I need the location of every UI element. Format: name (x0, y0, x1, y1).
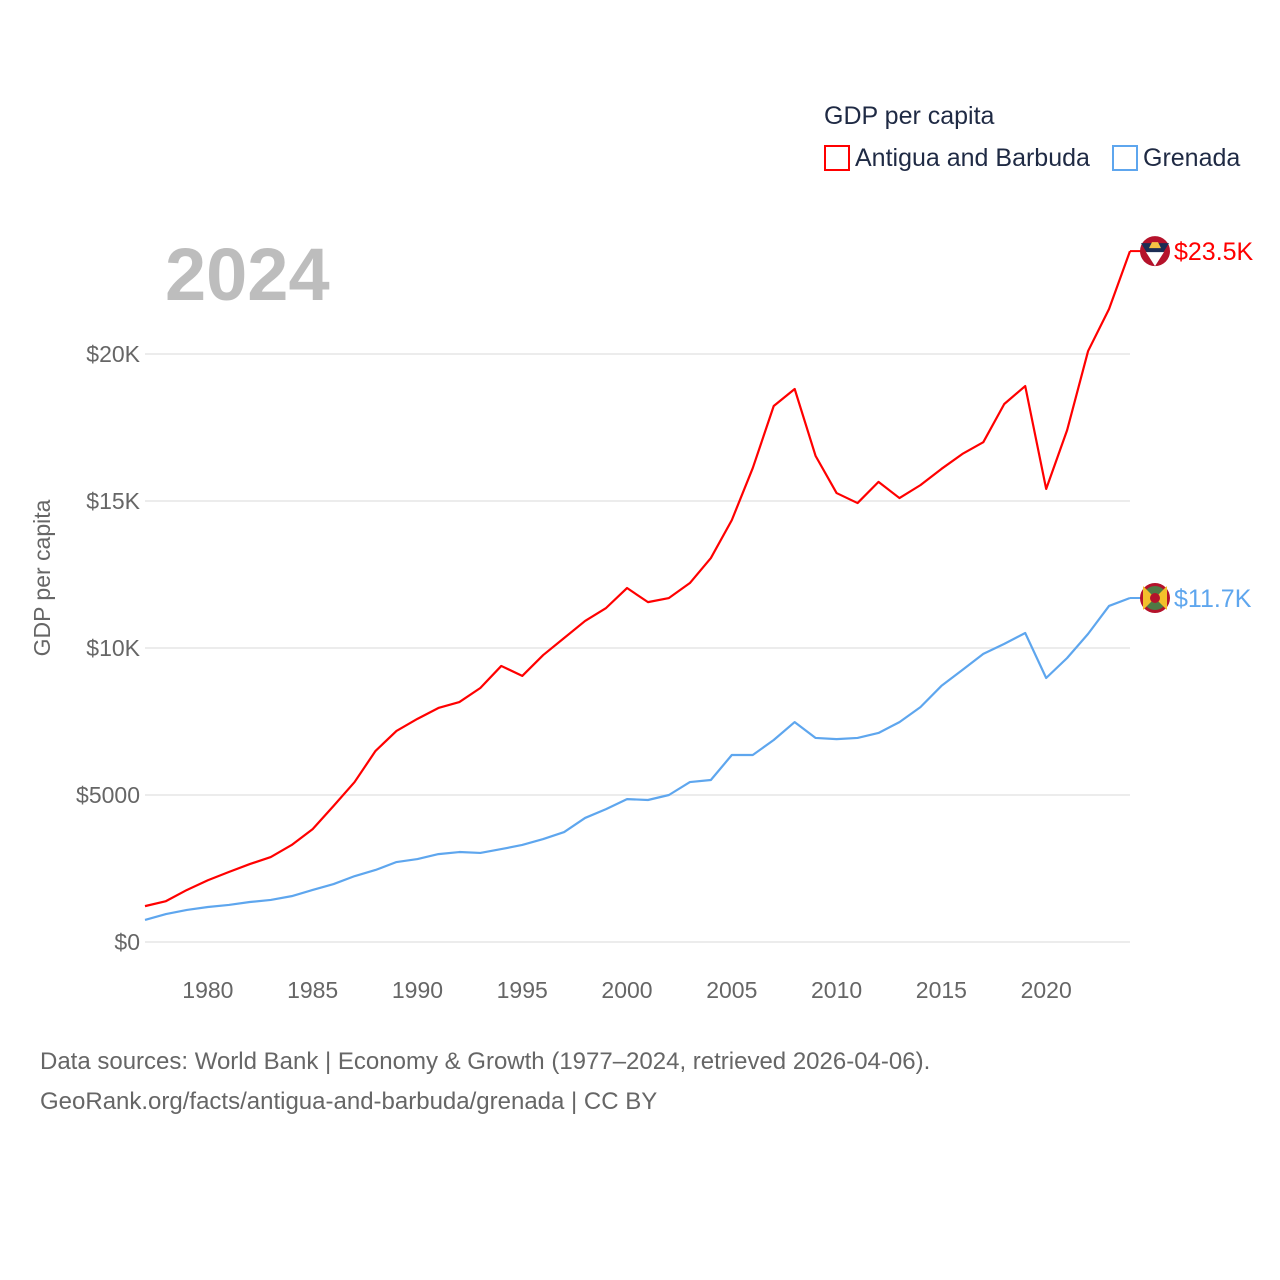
legend-label-antigua: Antigua and Barbuda (855, 144, 1090, 172)
footer: Data sources: World Bank | Economy & Gro… (40, 1042, 930, 1122)
legend-title: GDP per capita (824, 102, 995, 130)
y-tick-label: $10K (86, 635, 140, 661)
end-value-label: $11.7K (1174, 585, 1252, 613)
x-tick-label: 2005 (706, 977, 757, 1003)
legend-label-grenada: Grenada (1143, 144, 1240, 172)
series-line-grenada[interactable] (144, 596, 1131, 922)
series-line-antigua[interactable] (144, 250, 1132, 908)
x-tick-label: 1990 (392, 977, 443, 1003)
legend-item-grenada[interactable]: Grenada (1112, 144, 1240, 172)
legend-item-antigua[interactable]: Antigua and Barbuda (824, 144, 1090, 172)
y-axis-label: GDP per capita (29, 499, 55, 656)
year-watermark: 2024 (165, 233, 330, 316)
source-url[interactable]: GeoRank.org/facts/antigua-and-barbuda/gr… (40, 1088, 658, 1115)
x-tick-label: 1985 (287, 977, 338, 1003)
legend-swatch-antigua (824, 145, 850, 171)
y-tick-label: $20K (86, 341, 140, 367)
x-tick-label: 2010 (811, 977, 862, 1003)
end-value-label: $23.5K (1174, 238, 1254, 266)
antigua-flag-icon (1140, 236, 1170, 267)
grenada-flag-icon (1140, 583, 1170, 614)
x-tick-label: 2015 (916, 977, 967, 1003)
y-tick-label: $15K (86, 488, 140, 514)
y-tick-label: $5000 (76, 782, 140, 808)
y-tick-label: $0 (114, 929, 140, 955)
x-tick-label: 2020 (1021, 977, 1072, 1003)
legend-swatch-grenada (1112, 145, 1138, 171)
flag-white (1146, 252, 1164, 267)
x-tick-label: 2000 (601, 977, 652, 1003)
flag-center (1150, 593, 1160, 604)
source-text: Data sources: World Bank | Economy & Gro… (40, 1048, 931, 1075)
x-tick-label: 1980 (182, 977, 233, 1003)
x-tick-label: 1995 (497, 977, 548, 1003)
flag-sun (1149, 242, 1161, 249)
